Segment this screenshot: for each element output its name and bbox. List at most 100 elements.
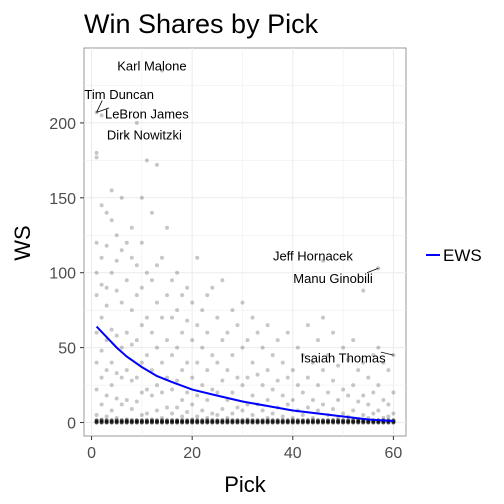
data-point-zero	[331, 418, 335, 422]
data-point	[301, 413, 305, 417]
data-point-zero	[261, 418, 265, 422]
data-point	[120, 248, 124, 252]
data-point-zero	[346, 418, 350, 422]
data-point	[170, 412, 174, 416]
data-point	[140, 196, 144, 200]
data-point	[261, 346, 265, 350]
data-point	[125, 368, 129, 372]
data-point	[205, 293, 209, 297]
data-point	[190, 376, 194, 380]
data-point	[140, 286, 144, 290]
data-point	[130, 379, 134, 383]
data-point	[276, 338, 280, 342]
data-point	[351, 383, 355, 387]
data-point-zero	[190, 418, 194, 422]
data-point-zero	[160, 418, 164, 422]
data-point	[150, 331, 154, 335]
data-point	[240, 409, 244, 413]
data-point	[120, 376, 124, 380]
data-point	[125, 331, 129, 335]
data-point	[175, 308, 179, 312]
data-point	[346, 394, 350, 398]
data-point	[301, 391, 305, 395]
data-point	[261, 383, 265, 387]
data-point-zero	[210, 418, 214, 422]
data-point	[140, 323, 144, 327]
x-axis-title: Pick	[224, 472, 267, 497]
data-point-zero	[155, 418, 159, 422]
data-point	[125, 278, 129, 282]
data-point	[105, 286, 109, 290]
data-point	[95, 361, 99, 365]
data-point	[130, 256, 134, 260]
player-label: Dirk Nowitzki	[107, 127, 182, 142]
data-point	[220, 379, 224, 383]
data-point-zero	[220, 418, 224, 422]
data-point-zero	[286, 418, 290, 422]
data-point	[215, 361, 219, 365]
data-point	[120, 403, 124, 407]
data-point	[205, 398, 209, 402]
data-point	[160, 316, 164, 320]
data-point-zero	[125, 418, 129, 422]
data-point-zero	[165, 418, 169, 422]
data-point	[145, 353, 149, 357]
data-point	[105, 244, 109, 248]
data-point-zero	[251, 418, 255, 422]
data-point	[190, 403, 194, 407]
data-point-zero	[316, 418, 320, 422]
data-point	[366, 403, 370, 407]
data-point	[306, 376, 310, 380]
data-point	[286, 376, 290, 380]
data-point-zero	[175, 418, 179, 422]
y-tick-label: 100	[49, 266, 76, 283]
data-point	[120, 196, 124, 200]
data-point-zero	[230, 418, 234, 422]
y-axis-ticks: 050100150200	[49, 116, 84, 433]
data-point-zero	[326, 418, 330, 422]
data-point-zero	[145, 418, 149, 422]
data-point	[165, 226, 169, 230]
data-point	[195, 361, 199, 365]
data-point	[170, 388, 174, 392]
data-point	[150, 394, 154, 398]
data-point-zero	[271, 418, 275, 422]
data-point	[230, 353, 234, 357]
data-point	[195, 256, 199, 260]
data-point-zero	[291, 418, 295, 422]
data-point	[115, 371, 119, 375]
data-point	[195, 415, 199, 419]
data-point-zero	[195, 418, 199, 422]
data-point	[321, 403, 325, 407]
data-point-zero	[256, 418, 260, 422]
data-point	[110, 383, 114, 387]
data-point-zero	[266, 418, 270, 422]
player-label: Isaiah Thomas	[301, 351, 387, 366]
data-point	[130, 343, 134, 347]
data-point-zero	[130, 418, 134, 422]
data-point	[381, 398, 385, 402]
data-point	[386, 403, 390, 407]
data-point	[326, 391, 330, 395]
data-point	[371, 412, 375, 416]
data-point	[140, 413, 144, 417]
data-point	[351, 409, 355, 413]
data-point	[105, 211, 109, 215]
data-point	[140, 391, 144, 395]
data-point-zero	[115, 418, 119, 422]
data-point	[296, 383, 300, 387]
data-point	[220, 278, 224, 282]
data-point	[291, 368, 295, 372]
data-point	[215, 413, 219, 417]
data-point	[296, 346, 300, 350]
data-point	[140, 361, 144, 365]
data-point-zero	[185, 418, 189, 422]
chart-title: Win Shares by Pick	[84, 9, 319, 39]
data-point	[210, 388, 214, 392]
data-point	[220, 338, 224, 342]
data-point	[316, 383, 320, 387]
data-point-zero	[105, 418, 109, 422]
data-point-zero	[281, 418, 285, 422]
data-point-zero	[215, 418, 219, 422]
data-point	[110, 218, 114, 222]
